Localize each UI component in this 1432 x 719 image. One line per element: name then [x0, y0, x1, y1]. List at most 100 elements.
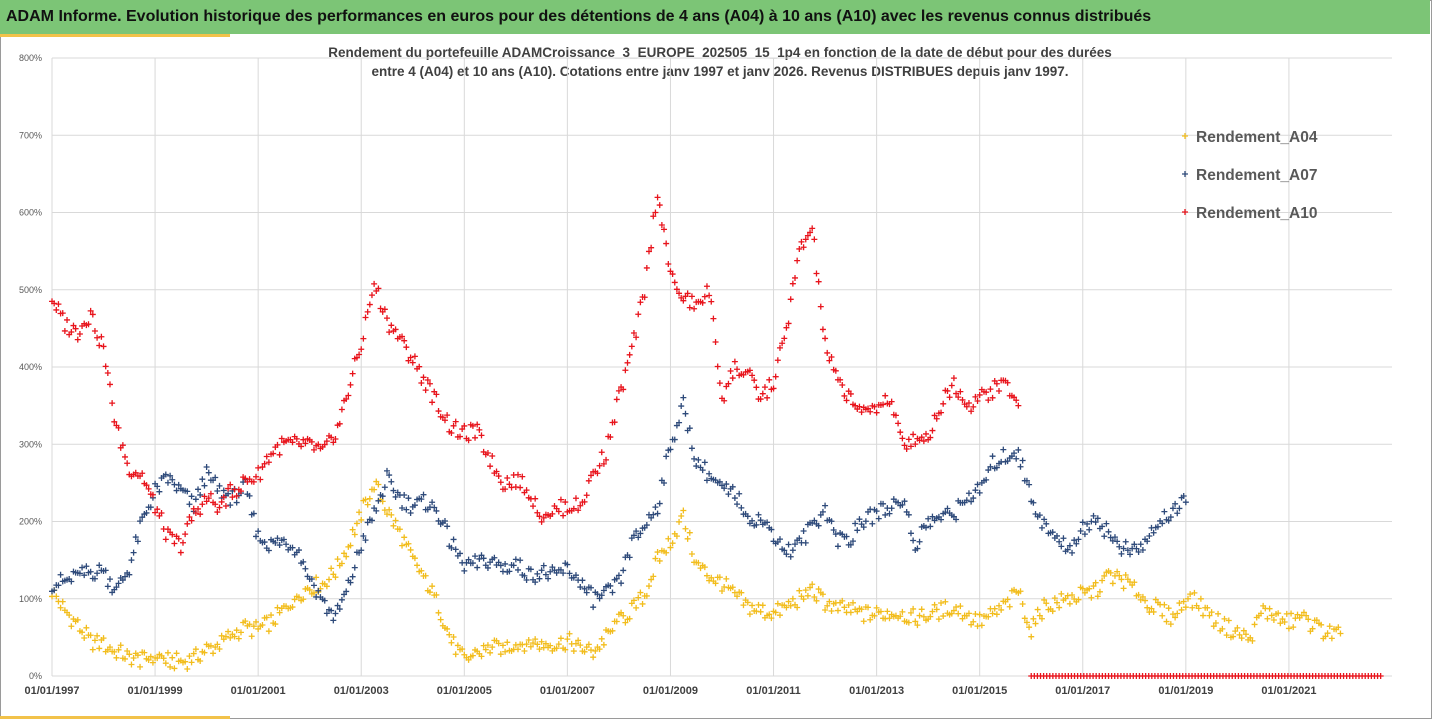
data-point	[1182, 499, 1189, 506]
data-point	[431, 504, 438, 511]
data-point	[1204, 604, 1211, 611]
data-point	[564, 561, 571, 568]
data-point	[375, 285, 382, 292]
data-point	[274, 441, 281, 448]
data-point	[575, 637, 582, 644]
data-point	[910, 431, 917, 438]
data-point	[899, 501, 906, 508]
data-point	[800, 244, 807, 251]
data-point	[1058, 543, 1065, 550]
data-point	[802, 587, 809, 594]
data-point	[759, 602, 766, 609]
data-point	[828, 518, 835, 525]
data-point	[1167, 514, 1174, 521]
data-point	[51, 587, 58, 594]
data-point	[1258, 610, 1265, 617]
data-point	[392, 517, 399, 524]
data-point	[860, 618, 867, 625]
data-point	[358, 346, 365, 353]
data-point	[794, 604, 801, 611]
data-point	[298, 443, 305, 450]
data-point	[968, 408, 975, 415]
data-point	[83, 624, 90, 631]
data-point	[785, 320, 792, 327]
data-point	[126, 571, 133, 578]
data-point	[457, 550, 464, 557]
data-point	[233, 499, 240, 506]
data-point	[996, 388, 1003, 395]
data-point	[289, 604, 296, 611]
data-point	[450, 536, 457, 543]
data-point	[886, 510, 893, 517]
data-point	[787, 296, 794, 303]
data-point	[478, 653, 485, 660]
data-point	[585, 641, 592, 648]
data-point	[461, 567, 468, 574]
data-point	[100, 343, 107, 350]
data-point	[435, 408, 442, 415]
data-point	[512, 556, 519, 563]
data-point	[1184, 595, 1191, 602]
data-point	[250, 510, 257, 517]
data-point	[1146, 532, 1153, 539]
data-point	[1223, 632, 1230, 639]
data-point	[74, 336, 81, 343]
data-point	[635, 534, 642, 541]
data-point	[384, 315, 390, 322]
data-point	[577, 584, 584, 591]
data-point	[598, 449, 605, 456]
y-tick-label: 200%	[19, 517, 42, 527]
data-point	[1191, 589, 1198, 596]
data-point	[119, 577, 126, 584]
data-point	[371, 486, 378, 493]
data-point	[122, 573, 129, 580]
data-point	[1124, 547, 1131, 554]
data-point	[418, 496, 425, 503]
data-point	[1026, 624, 1033, 631]
data-point	[1131, 541, 1138, 548]
data-point	[102, 567, 109, 574]
data-point	[607, 434, 614, 441]
legend-marker	[1182, 209, 1188, 215]
data-point	[233, 493, 240, 500]
data-point	[596, 595, 603, 602]
data-point	[55, 301, 62, 308]
data-point	[59, 598, 66, 605]
data-point	[590, 604, 597, 611]
data-point	[923, 430, 930, 437]
data-point	[53, 306, 60, 313]
data-point	[693, 463, 700, 470]
data-point	[484, 642, 491, 649]
data-point	[139, 470, 146, 477]
data-point	[386, 329, 393, 336]
data-point	[789, 280, 796, 287]
data-point	[630, 532, 637, 539]
data-point	[162, 660, 169, 667]
data-point	[856, 516, 863, 523]
data-point	[409, 359, 416, 366]
data-point	[332, 610, 339, 617]
data-point	[510, 562, 517, 569]
data-point	[147, 653, 154, 660]
data-point	[91, 575, 98, 582]
data-point	[220, 487, 227, 494]
data-point	[935, 616, 942, 623]
data-point	[186, 653, 193, 660]
data-point	[549, 510, 556, 517]
data-point	[1238, 635, 1245, 642]
data-point	[411, 502, 418, 509]
data-point	[364, 501, 371, 508]
data-point	[931, 601, 938, 608]
data-point	[126, 651, 133, 658]
data-point	[628, 600, 635, 607]
data-point	[871, 612, 878, 619]
data-point	[74, 616, 81, 623]
y-tick-label: 300%	[19, 439, 42, 449]
data-point	[849, 538, 856, 545]
data-point	[637, 530, 644, 537]
data-point	[847, 390, 854, 397]
data-point	[426, 380, 433, 387]
data-point	[731, 495, 738, 502]
data-point	[1176, 505, 1183, 512]
